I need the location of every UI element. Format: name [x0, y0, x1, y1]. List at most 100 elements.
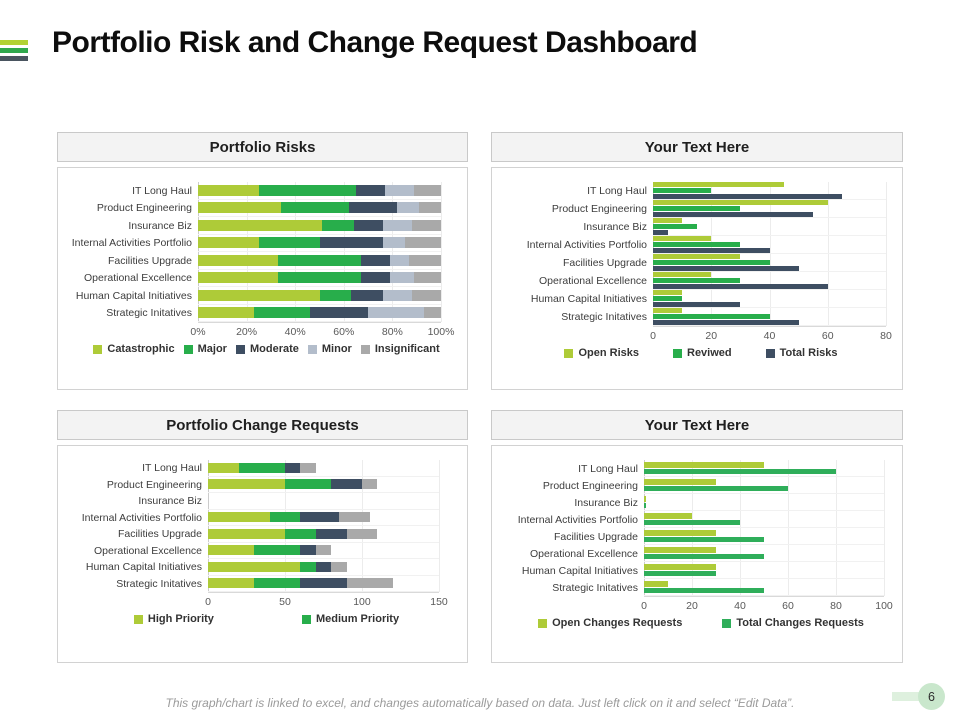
stacked-bar	[208, 561, 439, 572]
bar-segment	[331, 561, 347, 572]
stacked-bar	[208, 528, 439, 539]
dashboard-logo-icon	[0, 40, 28, 64]
chart-row	[653, 254, 886, 272]
chart-plot-area: IT Long Haul Product Engineering Insurance…	[66, 460, 467, 593]
axis-tick-label: 40	[763, 330, 776, 342]
chart-row	[208, 493, 439, 510]
bar	[653, 194, 843, 199]
chart-plot-area: IT Long Haul Product Engineering Insurance…	[500, 460, 902, 597]
plot-column	[208, 460, 440, 593]
bar-segment	[254, 545, 301, 556]
x-axis: 0 50 100 150	[205, 593, 448, 609]
bar-segment	[258, 237, 320, 249]
stacked-bar	[208, 545, 439, 556]
legend-label: Insignificant	[374, 343, 440, 355]
x-axis: 0 20 40 60 80 100	[641, 597, 893, 613]
stacked-bar	[198, 289, 441, 301]
category-label: Facilities Upgrade	[562, 257, 647, 269]
bar-group	[653, 236, 886, 253]
category-label: Human Capital Initiatives	[521, 564, 638, 577]
axis-tick-label: 100	[353, 596, 371, 608]
legend-swatch-icon	[183, 344, 193, 354]
bar	[644, 564, 716, 570]
bar	[653, 278, 741, 283]
stacked-bar	[208, 578, 439, 589]
chart-legend: Catastrophic Major Moderate Minor Insignific…	[66, 343, 467, 355]
chart-panel-change-requests-summary[interactable]: Your Text Here IT Long Haul Product Engin…	[491, 410, 903, 663]
bar	[653, 182, 785, 187]
bar-segment	[198, 272, 279, 284]
bar-segment	[353, 219, 383, 231]
bar	[644, 581, 668, 587]
bar-segment	[414, 272, 441, 284]
category-label: Strategic Initatives	[106, 307, 192, 320]
chart-row	[653, 290, 886, 308]
chart-panel-risks-summary[interactable]: Your Text Here IT Long Haul Product Engin…	[491, 132, 903, 390]
bar-segment	[355, 184, 386, 196]
plot-column	[198, 182, 442, 323]
bar-group	[653, 308, 886, 325]
bar-segment	[198, 289, 320, 301]
bar	[644, 519, 740, 525]
chart-row	[644, 511, 884, 528]
bar-segment	[198, 202, 281, 214]
bar	[644, 536, 764, 542]
bar-segment	[208, 545, 255, 556]
bar	[644, 513, 692, 519]
bar-segment	[360, 254, 390, 266]
bar-segment	[253, 307, 310, 319]
axis-tick-label: 80	[880, 330, 892, 342]
bar	[653, 296, 683, 301]
bar	[653, 236, 712, 241]
chart-body: IT Long Haul Product Engineering Insurance…	[491, 445, 903, 663]
plot-column	[644, 460, 885, 597]
bar-segment	[269, 512, 301, 523]
bar-segment	[382, 237, 405, 249]
legend-item: Open Changes Requests	[538, 617, 682, 629]
stacked-bar	[208, 462, 439, 473]
bar-segment	[258, 184, 356, 196]
bar-segment	[254, 578, 301, 589]
chart-row	[208, 477, 439, 493]
bar	[653, 260, 770, 265]
chart-row	[198, 182, 441, 200]
chart-row	[653, 308, 886, 326]
bar-segment	[198, 219, 322, 231]
axis-tick-label: 0	[205, 596, 211, 608]
bar	[653, 290, 683, 295]
bar-group	[644, 496, 884, 508]
bar-segment	[300, 462, 316, 473]
bar-segment	[300, 512, 339, 523]
axis-tick-label: 100%	[427, 326, 455, 338]
bar	[644, 547, 716, 553]
bar-group	[653, 272, 886, 289]
legend-swatch-icon	[301, 614, 311, 624]
logo-stripe	[0, 48, 28, 53]
category-label: Strategic Initatives	[552, 581, 638, 594]
category-labels: IT Long Haul Product Engineering Insurance…	[500, 460, 644, 597]
chart-panel-portfolio-risks[interactable]: Portfolio Risks IT Long Haul Product Engi…	[57, 132, 468, 390]
stacked-bar	[198, 254, 441, 266]
legend-item: Medium Priority	[301, 613, 400, 625]
legend-label: Medium Priority	[315, 613, 400, 625]
chart-title: Your Text Here	[644, 416, 750, 434]
axis-tick-label: 20	[705, 330, 718, 342]
bar-segment	[198, 237, 259, 249]
category-label: Facilities Upgrade	[117, 528, 202, 541]
stacked-bar	[198, 219, 441, 231]
legend-swatch-icon	[673, 348, 682, 358]
chart-row	[644, 545, 884, 562]
bar-segment	[315, 561, 332, 572]
bar-segment	[300, 545, 316, 556]
chart-panel-portfolio-change-requests[interactable]: Portfolio Change Requests IT Long Haul Pr…	[57, 410, 468, 663]
logo-stripe	[0, 56, 28, 61]
legend-swatch-icon	[235, 344, 245, 354]
legend-swatch-icon	[765, 348, 775, 358]
chart-row	[653, 200, 886, 218]
stacked-bar	[208, 496, 439, 506]
bar-segment	[315, 528, 347, 539]
bar	[653, 272, 712, 277]
page-number-tab	[892, 692, 922, 701]
axis-tick-label: 80	[830, 600, 842, 612]
bar-group	[653, 182, 886, 199]
